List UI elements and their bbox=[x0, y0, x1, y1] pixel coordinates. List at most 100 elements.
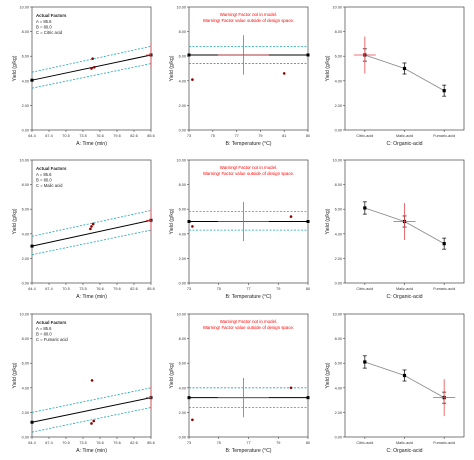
x-tick-label: Malic-acid bbox=[396, 134, 413, 138]
legend-title: Actual Factors bbox=[36, 166, 67, 171]
x-tick-label: 79.6 bbox=[113, 134, 120, 138]
fit-end-marker bbox=[306, 396, 310, 400]
y-axis-label: Yield (g/kg) bbox=[169, 208, 175, 234]
fit-end-marker bbox=[30, 420, 34, 424]
y-tick-label: 10.00 bbox=[176, 6, 186, 10]
fit-end-marker bbox=[30, 78, 34, 82]
y-tick-label: 6.00 bbox=[335, 362, 342, 366]
y-tick-label: 4.00 bbox=[22, 79, 29, 83]
x-tick-label: 64.4 bbox=[28, 441, 35, 445]
confidence-band-line bbox=[31, 210, 152, 237]
y-tick-label: 8.00 bbox=[179, 183, 186, 187]
x-tick-label: 85.6 bbox=[147, 441, 154, 445]
fit-end-marker bbox=[187, 220, 191, 223]
fit-end-marker bbox=[306, 220, 310, 223]
y-tick-label: 2.00 bbox=[179, 104, 186, 108]
y-tick-label: 2.00 bbox=[22, 411, 29, 415]
x-tick-label: 76.6 bbox=[96, 441, 103, 445]
legend-title: Actual Factors bbox=[36, 320, 67, 325]
y-tick-label: 8.00 bbox=[179, 30, 186, 34]
design-point bbox=[191, 78, 194, 81]
chart-panel-r3-c1: 0.00 2.00 4.00 6.00 8.00 10.00 64.4 67.4 70.5 73.… bbox=[12, 313, 155, 455]
y-tick-label: 6.00 bbox=[335, 208, 342, 212]
y-tick-label: 4.00 bbox=[179, 79, 186, 83]
legend-factor-line: B = 80.0 bbox=[36, 178, 52, 183]
x-tick-label: 73.5 bbox=[79, 287, 86, 291]
mean-marker bbox=[402, 66, 407, 71]
x-tick-label: 82.6 bbox=[130, 441, 137, 445]
x-axis-label: A: Time (min) bbox=[76, 294, 107, 300]
y-tick-label: 6.00 bbox=[22, 362, 29, 366]
x-tick-label: 67.4 bbox=[45, 441, 52, 445]
x-tick-label: 67.4 bbox=[45, 134, 52, 138]
x-tick-label: 79 bbox=[276, 287, 280, 291]
design-point bbox=[91, 57, 94, 60]
x-axis-label: B: Temperature (°C) bbox=[225, 141, 271, 147]
y-axis-label: Yield (g/kg) bbox=[325, 362, 331, 388]
design-point bbox=[92, 419, 96, 423]
y-axis-label: Yield (g/kg) bbox=[12, 362, 18, 388]
x-tick-label: 79 bbox=[258, 134, 262, 138]
x-tick-label: 67.4 bbox=[45, 287, 52, 291]
x-tick-label: 80 bbox=[306, 134, 310, 138]
x-tick-label: 75 bbox=[217, 441, 221, 445]
y-tick-label: 2.00 bbox=[335, 104, 342, 108]
y-tick-label: 8.00 bbox=[179, 337, 186, 341]
chart-panel-r2-c1: 0.00 2.00 4.00 6.00 8.00 10.00 64.4 67.4 70.5 73.… bbox=[12, 159, 155, 301]
y-tick-label: 8.00 bbox=[22, 183, 29, 187]
y-tick-label: 6.00 bbox=[179, 362, 186, 366]
x-tick-label: 70.5 bbox=[62, 441, 69, 445]
x-tick-label: 64.4 bbox=[28, 287, 35, 291]
fit-end-marker bbox=[30, 244, 34, 248]
y-axis-label: Yield (g/kg) bbox=[12, 208, 18, 234]
fit-line bbox=[31, 397, 152, 423]
plot-frame bbox=[31, 313, 152, 438]
confidence-band-line bbox=[31, 387, 152, 413]
x-axis-label: C: Organic-acid bbox=[386, 294, 422, 300]
y-tick-label: 2.00 bbox=[22, 104, 29, 108]
x-tick-label: Malic-acid bbox=[396, 441, 413, 445]
legend-factor-line: C = Malic acid bbox=[36, 183, 63, 188]
x-tick-label: 79.6 bbox=[113, 287, 120, 291]
x-tick-label: 80 bbox=[306, 287, 310, 291]
y-tick-label: 4.00 bbox=[179, 386, 186, 390]
y-axis-label: Yield (g/kg) bbox=[325, 55, 331, 81]
x-tick-label: 76.6 bbox=[96, 287, 103, 291]
y-tick-label: 8.00 bbox=[22, 30, 29, 34]
fit-end-marker bbox=[306, 53, 310, 57]
legend-factor-line: C = Citric acid bbox=[36, 30, 63, 35]
x-tick-label: 70.5 bbox=[62, 134, 69, 138]
x-tick-label: 79 bbox=[276, 441, 280, 445]
y-tick-label: 4.00 bbox=[335, 232, 342, 236]
y-tick-label: 0.00 bbox=[179, 129, 186, 133]
y-tick-label: 0.00 bbox=[22, 129, 29, 133]
x-axis-label: A: Time (min) bbox=[76, 448, 107, 454]
x-tick-label: Citric-acid bbox=[356, 287, 373, 291]
x-tick-label: 77 bbox=[246, 287, 250, 291]
y-tick-label: 0.00 bbox=[22, 282, 29, 286]
y-tick-label: 2.00 bbox=[335, 257, 342, 261]
chart-panel-r1-c3: 0.00 2.00 4.00 6.00 8.00 10.00 Citric-acid Mali… bbox=[325, 6, 465, 147]
plot-frame bbox=[188, 313, 309, 438]
chart-panel-r3-c3: 0.00 2.00 4.00 6.00 8.00 10.00 Citric-acid Mali… bbox=[325, 313, 465, 454]
mean-marker bbox=[402, 373, 407, 378]
x-tick-label: 73.5 bbox=[79, 441, 86, 445]
x-tick-label: 77 bbox=[246, 441, 250, 445]
x-tick-label: 80 bbox=[306, 441, 310, 445]
warning-not-in-model: Warning! Factor not in model. bbox=[220, 165, 277, 170]
legend-factor-line: A = 85.6 bbox=[36, 19, 52, 24]
design-point bbox=[289, 215, 293, 218]
legend-factor-line: C = Fumaric acid bbox=[36, 337, 68, 342]
chart-panel-r3-c2: 0.00 2.00 4.00 6.00 8.00 10.00 73 75 77 79 80 B: Te… bbox=[169, 313, 310, 455]
warning-not-in-model: Warning! Factor not in model. bbox=[220, 12, 277, 17]
y-tick-label: 2.00 bbox=[22, 257, 29, 261]
y-tick-label: 8.00 bbox=[22, 337, 29, 341]
x-tick-label: 76.6 bbox=[96, 134, 103, 138]
x-tick-label: 64.4 bbox=[28, 134, 35, 138]
y-tick-label: 4.00 bbox=[335, 79, 342, 83]
design-point bbox=[191, 225, 194, 228]
plot-frame bbox=[188, 6, 309, 131]
y-axis-label: Yield (g/kg) bbox=[169, 362, 175, 388]
y-axis-label: Yield (g/kg) bbox=[12, 55, 18, 81]
